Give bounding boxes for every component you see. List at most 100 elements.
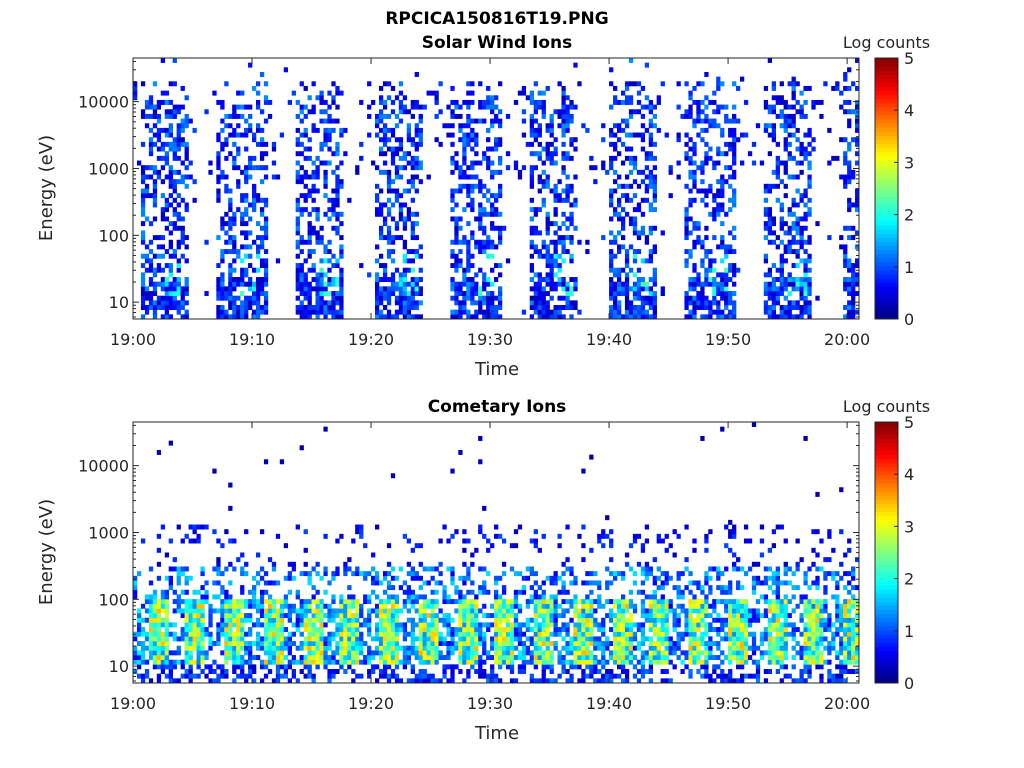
heatmap-cell bbox=[315, 95, 320, 101]
heatmap-cell bbox=[339, 613, 344, 619]
heatmap-cell bbox=[458, 281, 463, 287]
heatmap-cell bbox=[613, 239, 618, 245]
heatmap-cell bbox=[628, 244, 634, 250]
heatmap-cell bbox=[557, 603, 562, 609]
heatmap-cell bbox=[371, 664, 376, 670]
heatmap-cell bbox=[244, 603, 249, 609]
heatmap-cell bbox=[609, 277, 614, 283]
heatmap-cell bbox=[438, 655, 443, 660]
heatmap-cell bbox=[470, 253, 475, 259]
heatmap-cell bbox=[271, 160, 277, 166]
heatmap-cell bbox=[855, 118, 860, 124]
heatmap-cell bbox=[367, 627, 372, 633]
heatmap-cell bbox=[497, 300, 503, 306]
heatmap-cell bbox=[521, 585, 527, 591]
heatmap-cell bbox=[339, 305, 344, 310]
heatmap-cell bbox=[176, 305, 181, 310]
heatmap-cell bbox=[275, 645, 281, 651]
heatmap-cell bbox=[335, 202, 340, 208]
heatmap-cell bbox=[359, 529, 364, 535]
heatmap-cell bbox=[454, 291, 459, 296]
heatmap-cell bbox=[708, 263, 713, 269]
heatmap-cell bbox=[390, 99, 396, 105]
heatmap-cell bbox=[382, 221, 388, 227]
heatmap-cell bbox=[430, 622, 435, 628]
heatmap-cell bbox=[458, 291, 463, 296]
heatmap-cell bbox=[497, 650, 503, 656]
heatmap-cell bbox=[339, 272, 344, 278]
heatmap-cell bbox=[636, 314, 642, 320]
heatmap-cell bbox=[482, 286, 487, 292]
heatmap-cell bbox=[331, 599, 336, 605]
heatmap-cell bbox=[482, 603, 487, 609]
heatmap-cell bbox=[208, 169, 213, 175]
heatmap-cell bbox=[327, 137, 332, 143]
heatmap-cell bbox=[311, 566, 316, 572]
heatmap-cell bbox=[152, 291, 158, 296]
heatmap-cell bbox=[347, 645, 352, 651]
heatmap-cell bbox=[184, 599, 189, 605]
heatmap-cell bbox=[458, 123, 463, 129]
heatmap-cell bbox=[815, 295, 820, 301]
heatmap-cell bbox=[430, 627, 435, 633]
heatmap-cell bbox=[521, 118, 527, 124]
heatmap-cell bbox=[291, 603, 296, 609]
heatmap-cell bbox=[537, 90, 542, 96]
heatmap-cell bbox=[410, 664, 415, 670]
heatmap-cell bbox=[561, 197, 566, 203]
heatmap-cell bbox=[335, 650, 340, 656]
heatmap-cell bbox=[386, 230, 392, 236]
heatmap-cell bbox=[398, 272, 404, 278]
heatmap-cell bbox=[613, 300, 618, 306]
heatmap-cell bbox=[533, 230, 538, 236]
heatmap-cell bbox=[494, 197, 499, 203]
heatmap-cell bbox=[684, 81, 689, 87]
heatmap-cell bbox=[458, 305, 463, 310]
heatmap-cell bbox=[545, 650, 550, 656]
heatmap-cell bbox=[168, 141, 173, 147]
heatmap-cell bbox=[446, 617, 451, 623]
heatmap-cell bbox=[454, 235, 459, 241]
heatmap-cell bbox=[561, 151, 566, 157]
heatmap-cell bbox=[367, 599, 372, 605]
heatmap-cell bbox=[847, 305, 852, 310]
heatmap-cell bbox=[375, 664, 380, 670]
heatmap-cell bbox=[466, 599, 471, 605]
heatmap-cell bbox=[529, 123, 534, 129]
heatmap-cell bbox=[240, 552, 245, 558]
heatmap-cell bbox=[561, 90, 566, 96]
heatmap-cell bbox=[505, 613, 511, 619]
heatmap-cell bbox=[188, 538, 193, 544]
heatmap-cell bbox=[787, 211, 792, 217]
heatmap-cell bbox=[494, 655, 499, 660]
heatmap-cell bbox=[192, 599, 197, 605]
heatmap-cell bbox=[482, 281, 487, 287]
heatmap-cell bbox=[390, 235, 396, 241]
heatmap-cell bbox=[156, 673, 162, 679]
heatmap-cell bbox=[577, 622, 582, 628]
heatmap-cell bbox=[248, 202, 253, 208]
heatmap-cell bbox=[220, 174, 225, 180]
heatmap-cell bbox=[732, 235, 737, 241]
heatmap-cell bbox=[442, 123, 447, 129]
heatmap-cell bbox=[375, 627, 380, 633]
heatmap-cell bbox=[386, 137, 392, 143]
heatmap-cell bbox=[184, 300, 189, 306]
heatmap-cell bbox=[513, 99, 519, 105]
heatmap-cell bbox=[553, 281, 558, 287]
heatmap-cell bbox=[509, 669, 515, 674]
heatmap-cell bbox=[176, 123, 181, 129]
heatmap-cell bbox=[557, 179, 562, 185]
heatmap-cell bbox=[569, 211, 574, 217]
heatmap-cell bbox=[609, 165, 614, 171]
heatmap-cell bbox=[478, 244, 483, 250]
heatmap-cell bbox=[855, 193, 860, 199]
heatmap-cell bbox=[521, 165, 527, 171]
heatmap-cell bbox=[704, 141, 709, 147]
heatmap-cell bbox=[220, 608, 225, 614]
heatmap-cell bbox=[378, 188, 384, 194]
heatmap-cell bbox=[529, 118, 534, 124]
heatmap-cell bbox=[148, 613, 154, 619]
heatmap-cell bbox=[224, 155, 229, 161]
heatmap-cell bbox=[478, 286, 483, 292]
